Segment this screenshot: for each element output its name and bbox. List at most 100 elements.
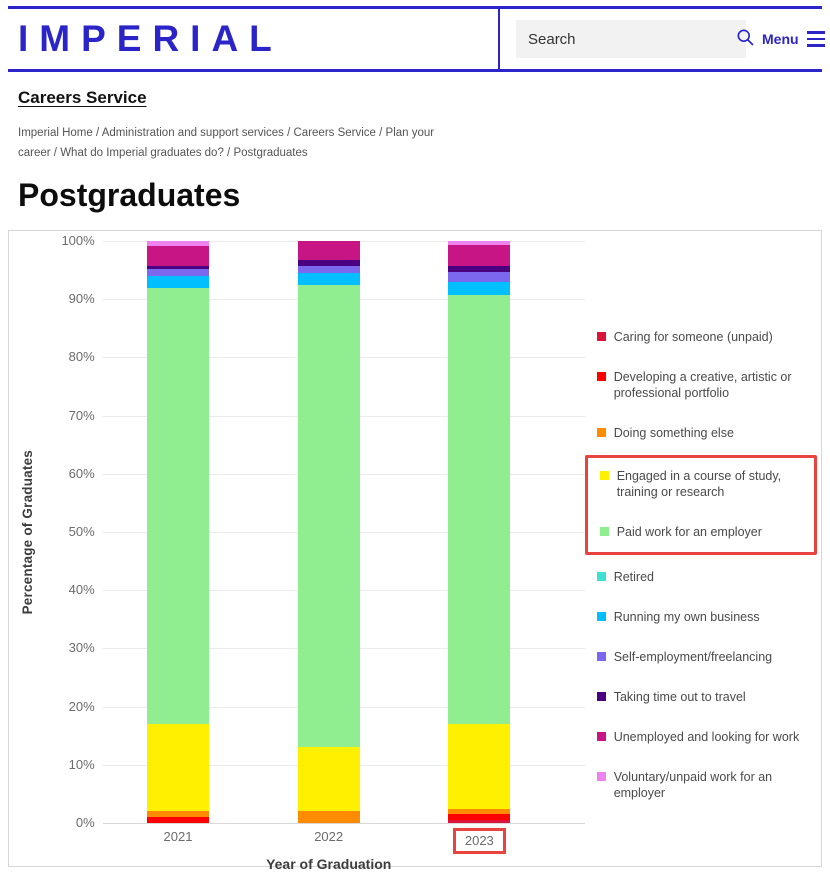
bar-segment[interactable]: [448, 295, 511, 725]
chart-legend: Caring for someone (unpaid) Developing a …: [584, 241, 821, 866]
bar-segment[interactable]: [297, 747, 360, 812]
legend-label: Paid work for an employer: [616, 525, 762, 540]
y-tick-label: 80%: [68, 349, 95, 365]
y-axis-title: Percentage of Graduates: [20, 449, 36, 615]
legend-item[interactable]: Unemployed and looking for work: [596, 729, 811, 745]
page-title: Postgraduates: [18, 177, 241, 214]
bar-segment[interactable]: [448, 281, 511, 296]
legend-swatch: [596, 772, 606, 782]
bar-segment[interactable]: [147, 817, 210, 824]
x-tick-slot: 2021: [147, 828, 209, 846]
y-tick-label: 90%: [68, 291, 95, 307]
breadcrumb-item[interactable]: Careers Service: [293, 127, 376, 139]
y-tick-label: 30%: [68, 640, 95, 656]
legend-swatch: [596, 572, 606, 582]
bar-segment[interactable]: [147, 724, 210, 812]
bar-segment[interactable]: [297, 811, 360, 824]
imperial-logo[interactable]: IMPERIAL: [18, 18, 283, 59]
bar-segment[interactable]: [448, 265, 511, 272]
bar-segment[interactable]: [147, 245, 210, 267]
legend-item[interactable]: Voluntary/unpaid work for an employer: [596, 769, 811, 801]
legend-label: Doing something else: [613, 426, 734, 441]
legend-item[interactable]: Retired: [596, 569, 811, 585]
y-tick-label: 10%: [68, 756, 95, 772]
bar-segment[interactable]: [297, 259, 360, 267]
bar-segment[interactable]: [448, 814, 511, 821]
legend-swatch: [596, 612, 606, 622]
gridline: [102, 823, 585, 825]
legend-swatch: [596, 332, 606, 342]
x-tick-label: 2022: [314, 829, 344, 845]
bar-segment[interactable]: [448, 245, 511, 266]
breadcrumb-item[interactable]: What do Imperial graduates do?: [60, 146, 224, 159]
stacked-bar-2022: [297, 241, 360, 824]
bar-segment[interactable]: [147, 269, 210, 277]
header-right: Menu: [498, 9, 825, 69]
header-left: IMPERIAL: [8, 9, 498, 69]
breadcrumb-separator: /: [375, 127, 386, 139]
legend-item[interactable]: Self-employment/freelancing: [596, 649, 811, 665]
bar-segment[interactable]: [147, 266, 210, 270]
bars-row: [103, 241, 585, 824]
x-tick-label: 2021: [163, 829, 193, 845]
menu-button[interactable]: Menu: [762, 31, 825, 47]
x-labels-row: 2021 2022 2023: [103, 828, 585, 856]
bar-segment[interactable]: [147, 276, 210, 288]
breadcrumb-item[interactable]: Postgraduates: [233, 146, 308, 159]
breadcrumb-item[interactable]: Plan your career: [18, 127, 435, 159]
legend-label: Unemployed and looking for work: [613, 730, 800, 745]
bar-segment[interactable]: [147, 287, 210, 725]
legend-item[interactable]: Taking time out to travel: [596, 689, 811, 705]
bar-segment[interactable]: [448, 724, 511, 809]
search-icon[interactable]: [735, 27, 755, 52]
breadcrumb-separator: /: [92, 127, 102, 139]
annotation-box-legend: Engaged in a course of study, training o…: [584, 455, 817, 556]
legend-item[interactable]: Running my own business: [596, 609, 811, 625]
legend-item[interactable]: Caring for someone (unpaid): [596, 329, 811, 345]
bar-segment[interactable]: [448, 272, 511, 282]
legend-label: Self-employment/freelancing: [613, 650, 773, 665]
legend-item[interactable]: Paid work for an employer: [599, 524, 808, 540]
legend-swatch: [596, 732, 606, 742]
menu-label: Menu: [762, 31, 799, 47]
careers-service-link[interactable]: Careers Service: [18, 88, 147, 107]
bar-segment[interactable]: [448, 808, 511, 815]
breadcrumb-item[interactable]: Imperial Home: [18, 127, 93, 139]
stacked-bar-2023: [448, 241, 511, 824]
breadcrumb-separator: /: [283, 127, 294, 139]
bar-segment[interactable]: [297, 266, 360, 273]
y-tick-label: 50%: [68, 524, 95, 540]
plot-column: 2021 2022 2023 Year of Graduation: [102, 241, 585, 872]
y-tick-label: 0%: [75, 815, 95, 831]
hamburger-icon: [806, 31, 825, 47]
plot-area: [102, 241, 585, 825]
x-axis-title: Year of Graduation: [266, 856, 392, 873]
bar-segment[interactable]: [297, 272, 360, 285]
legend-label: Retired: [613, 570, 654, 585]
legend-swatch: [596, 428, 606, 438]
y-tick-label: 20%: [68, 698, 95, 714]
breadcrumb-item[interactable]: Administration and support services: [101, 127, 284, 139]
legend-item[interactable]: Engaged in a course of study, training o…: [599, 468, 808, 500]
breadcrumb-separator: /: [223, 146, 234, 159]
y-tick-label: 100%: [61, 233, 95, 249]
bar-segment[interactable]: [297, 284, 360, 748]
search-box[interactable]: [516, 20, 754, 58]
legend-item[interactable]: Developing a creative, artistic or profe…: [596, 369, 811, 401]
legend-swatch: [596, 652, 606, 662]
legend-label: Running my own business: [613, 610, 760, 625]
breadcrumb-separator: /: [50, 146, 61, 159]
bar-segment[interactable]: [448, 241, 511, 246]
search-input[interactable]: [528, 30, 727, 48]
x-tick-slot: 2023: [448, 828, 510, 855]
x-tick-slot: 2022: [298, 828, 360, 846]
bar-segment[interactable]: [448, 820, 511, 824]
legend-swatch: [596, 692, 606, 702]
legend-label: Taking time out to travel: [613, 690, 746, 705]
bar-segment[interactable]: [147, 811, 210, 818]
legend-item[interactable]: Doing something else: [596, 425, 811, 441]
chart-card: Percentage of Graduates 0% 10% 20% 30% 40% 50…: [8, 230, 822, 872]
bar-segment[interactable]: [147, 241, 210, 246]
bar-segment[interactable]: [297, 241, 360, 260]
